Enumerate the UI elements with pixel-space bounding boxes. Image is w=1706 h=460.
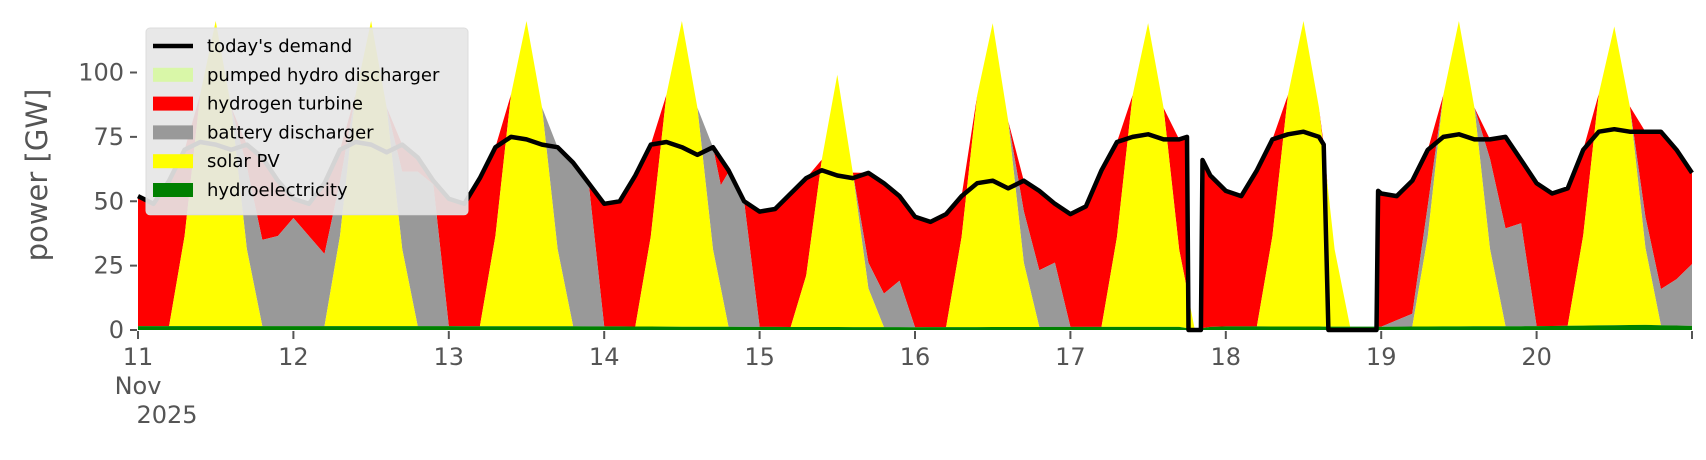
legend-swatch-hydrogen <box>153 96 193 111</box>
legend: today's demand pumped hydro discharger hyd… <box>145 27 469 216</box>
legend-swatch-pumped_hydro <box>153 67 193 82</box>
y-tick-label: 25 <box>93 252 124 280</box>
hydroelectricity-area <box>138 324 1692 330</box>
legend-label-battery: battery discharger <box>207 122 374 143</box>
legend-label-pumped_hydro: pumped hydro discharger <box>207 65 440 86</box>
x-tick-label: 20 <box>1521 343 1552 371</box>
y-tick-label: 100 <box>78 59 124 87</box>
legend-label-hydro: hydroelectricity <box>207 180 348 201</box>
solar-pv-area <box>138 21 1692 330</box>
x-tick-label: 17 <box>1055 343 1086 371</box>
x-tick-label: 13 <box>434 343 465 371</box>
x-tick-label: 15 <box>744 343 775 371</box>
legend-label-demand: today's demand <box>207 36 352 57</box>
x-tick-label: 11 <box>123 343 154 371</box>
battery-discharger-area <box>138 21 1692 330</box>
y-tick-label: 50 <box>93 187 124 215</box>
x-tick-label: 18 <box>1211 343 1242 371</box>
legend-swatch-battery <box>153 125 193 140</box>
x-tick-label: 14 <box>589 343 620 371</box>
x-tick-sublabel-month: Nov <box>115 372 162 400</box>
legend-swatch-solar <box>153 154 193 169</box>
stacked-areas <box>138 21 1692 330</box>
y-tick-label: 0 <box>109 316 124 344</box>
x-tick-label: 12 <box>278 343 309 371</box>
legend-label-solar: solar PV <box>207 151 280 172</box>
hydrogen-turbine-area <box>138 21 1692 330</box>
x-tick-label: 16 <box>900 343 931 371</box>
y-tick-label: 75 <box>93 123 124 151</box>
legend-swatch-hydro <box>153 183 193 197</box>
legend-label-hydrogen: hydrogen turbine <box>207 94 363 115</box>
y-axis: 0 25 50 75 100 <box>78 59 137 344</box>
y-axis-title: power [GW] <box>20 89 54 262</box>
x-tick-sublabel-year: 2025 <box>136 401 197 429</box>
x-tick-label: 19 <box>1366 343 1397 371</box>
legend-box <box>145 27 469 216</box>
